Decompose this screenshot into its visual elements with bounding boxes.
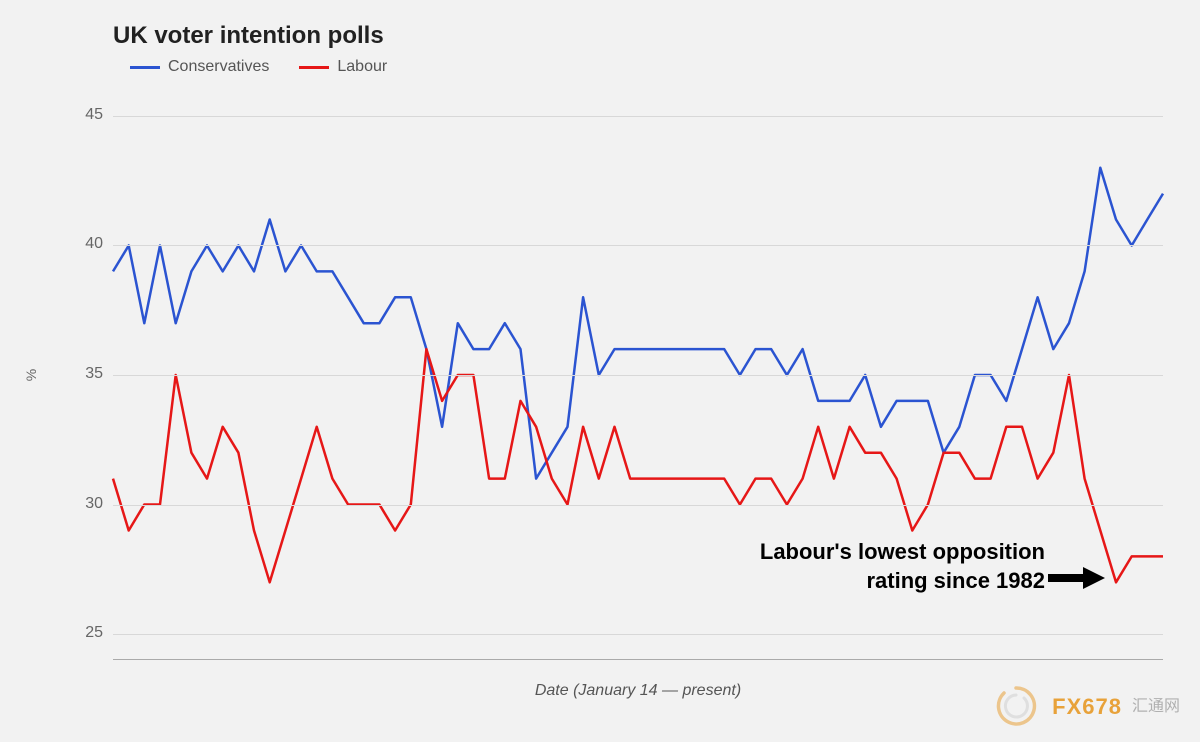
watermark-text: FX678 [1052,694,1122,720]
y-tick-label: 45 [63,106,103,124]
y-tick-label: 25 [63,624,103,642]
watermark-text-cn: 汇通网 [1132,692,1180,716]
y-tick-label: 35 [63,365,103,383]
swirl-outer [998,688,1034,724]
arrow-head [1083,567,1105,589]
chart-container: UK voter intention polls Conservatives L… [0,0,1200,742]
swirl-inner [1005,695,1027,717]
watermark-swirl-icon [994,684,1038,728]
annotation-arrow [0,0,1200,742]
y-tick-label: 30 [63,495,103,513]
y-tick-label: 40 [63,235,103,253]
